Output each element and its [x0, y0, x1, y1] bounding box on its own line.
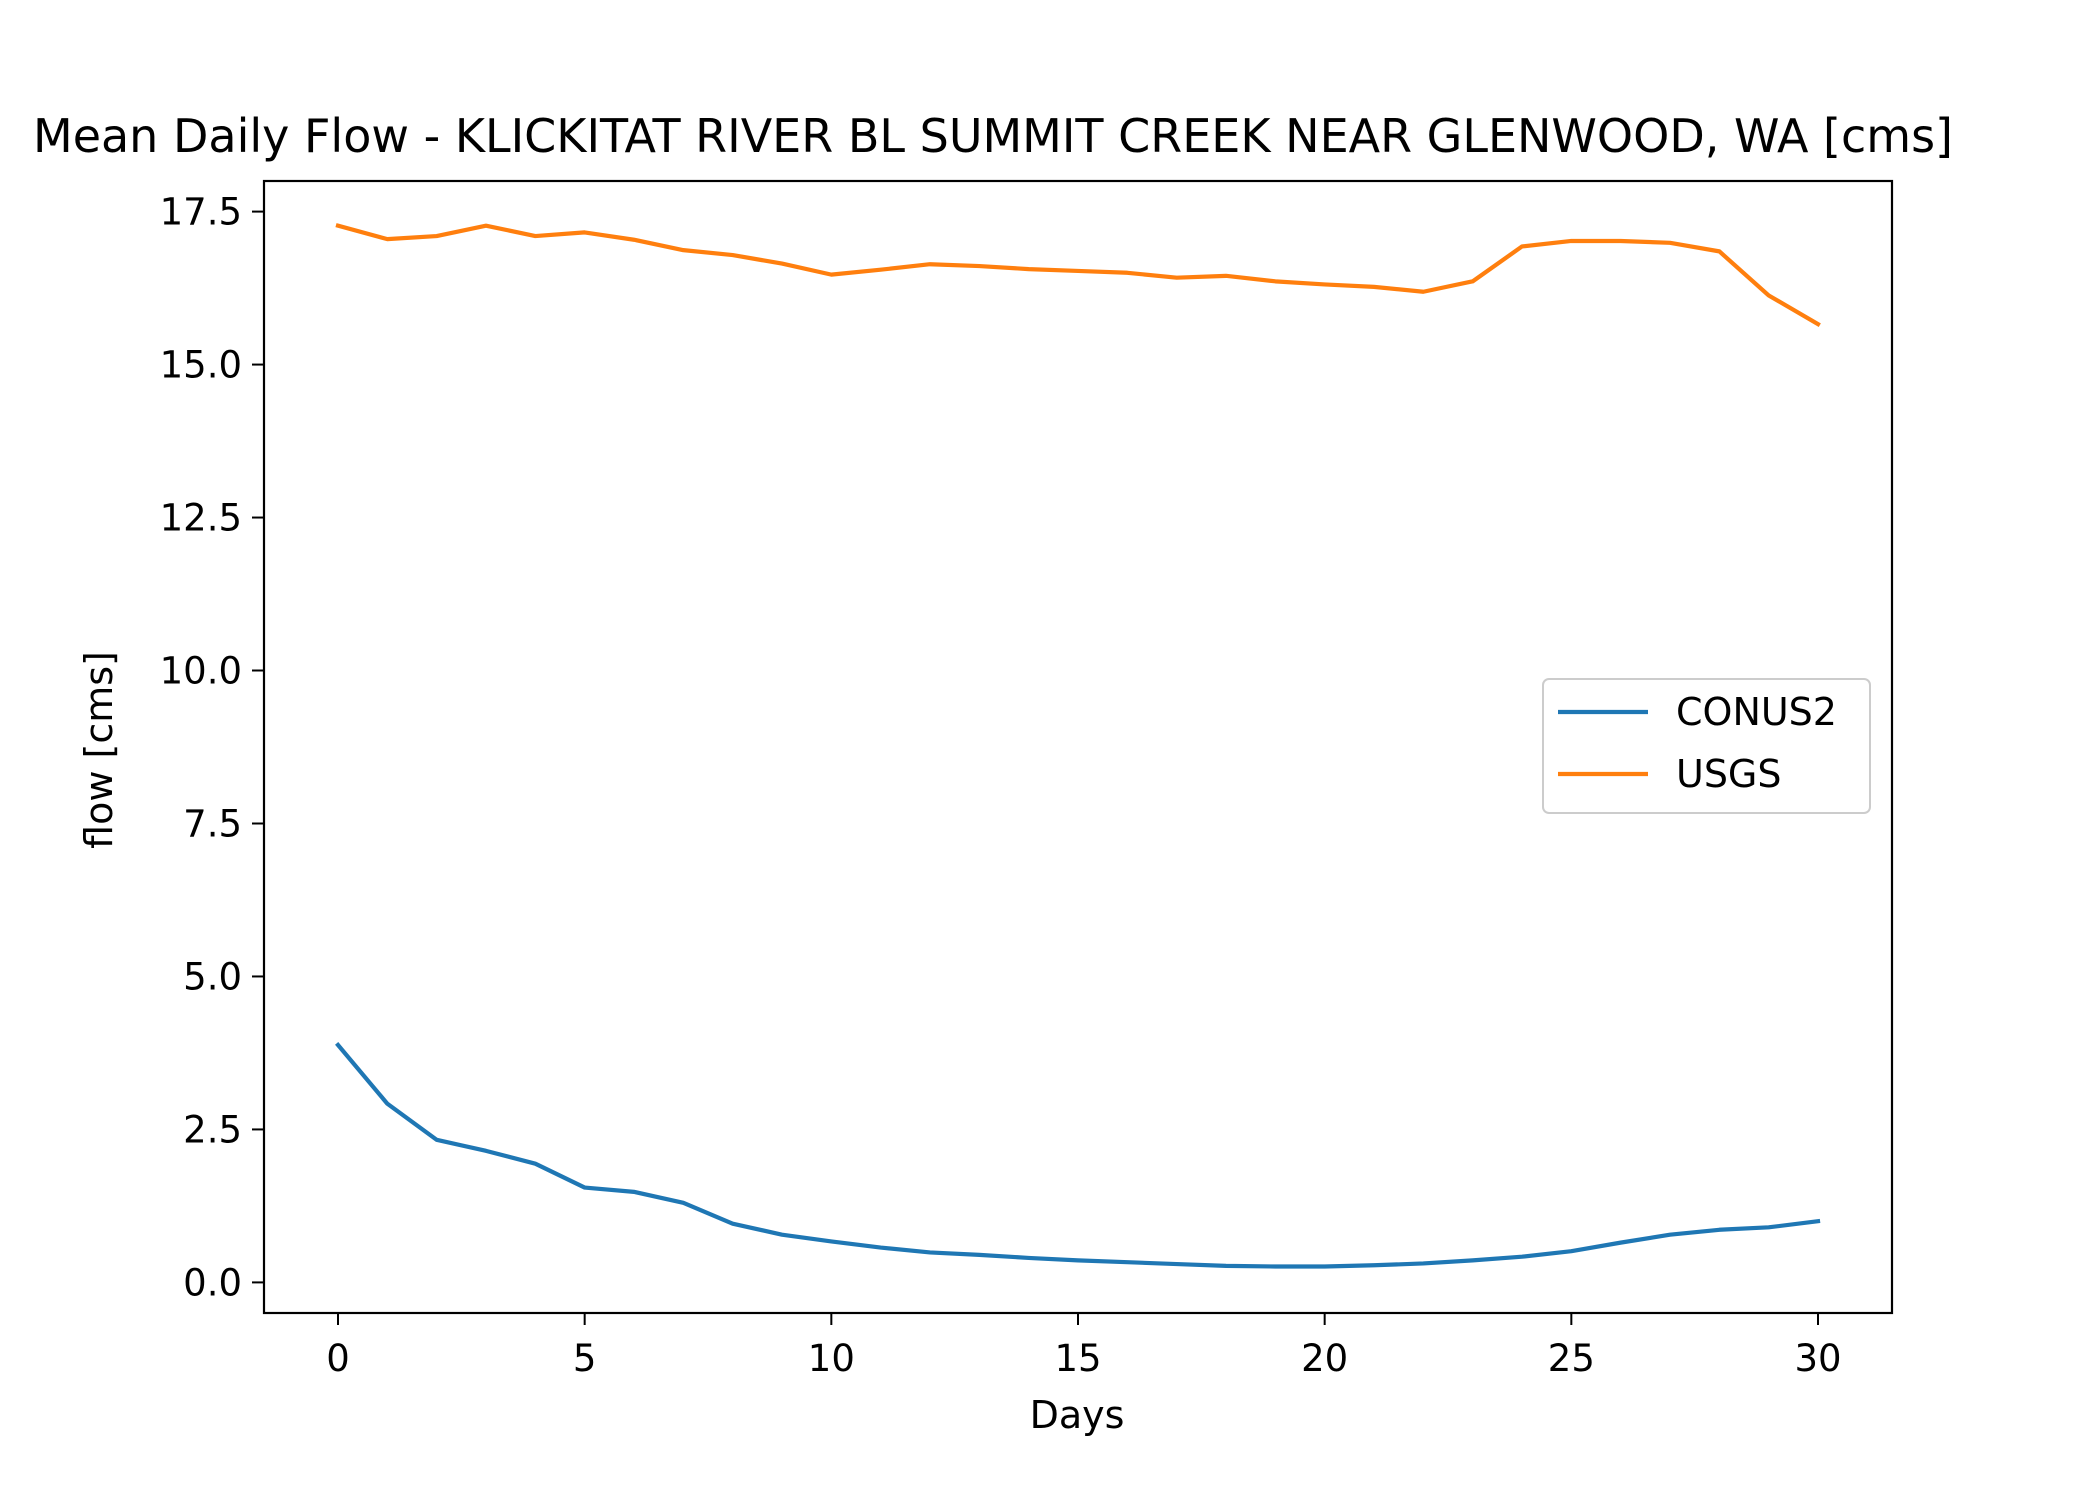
y-tick-label: 15.0 [160, 344, 242, 387]
x-tick-label: 5 [573, 1337, 597, 1380]
y-tick-label: 17.5 [160, 191, 242, 234]
legend-label-conus2: CONUS2 [1676, 690, 1837, 734]
legend-label-usgs: USGS [1676, 752, 1782, 796]
y-axis-label: flow [cms] [77, 651, 121, 849]
series-line-conus2 [335, 1042, 1821, 1269]
x-tick-label: 30 [1794, 1337, 1841, 1380]
series-line-usgs [335, 223, 1821, 328]
x-tick-label: 10 [808, 1337, 855, 1380]
x-tick-label: 15 [1054, 1337, 1101, 1380]
y-tick-label: 0.0 [183, 1261, 242, 1304]
x-axis-label: Days [1030, 1393, 1125, 1437]
x-tick-label: 25 [1548, 1337, 1595, 1380]
chart-title: Mean Daily Flow - KLICKITAT RIVER BL SUM… [33, 109, 1953, 163]
y-tick-label: 7.5 [183, 802, 242, 845]
y-tick-label: 10.0 [160, 650, 242, 693]
legend: CONUS2 USGS [1542, 678, 1871, 814]
x-tick-label: 20 [1301, 1337, 1348, 1380]
x-tick-label: 0 [326, 1337, 350, 1380]
y-tick-label: 12.5 [160, 497, 242, 540]
axis-ticks: 0 5 10 15 20 25 30 0.0 2.5 5.0 7.5 10.0 12.5 15.0 17.5 [160, 191, 1842, 1380]
y-tick-label: 5.0 [183, 955, 242, 998]
y-tick-label: 2.5 [183, 1108, 242, 1151]
